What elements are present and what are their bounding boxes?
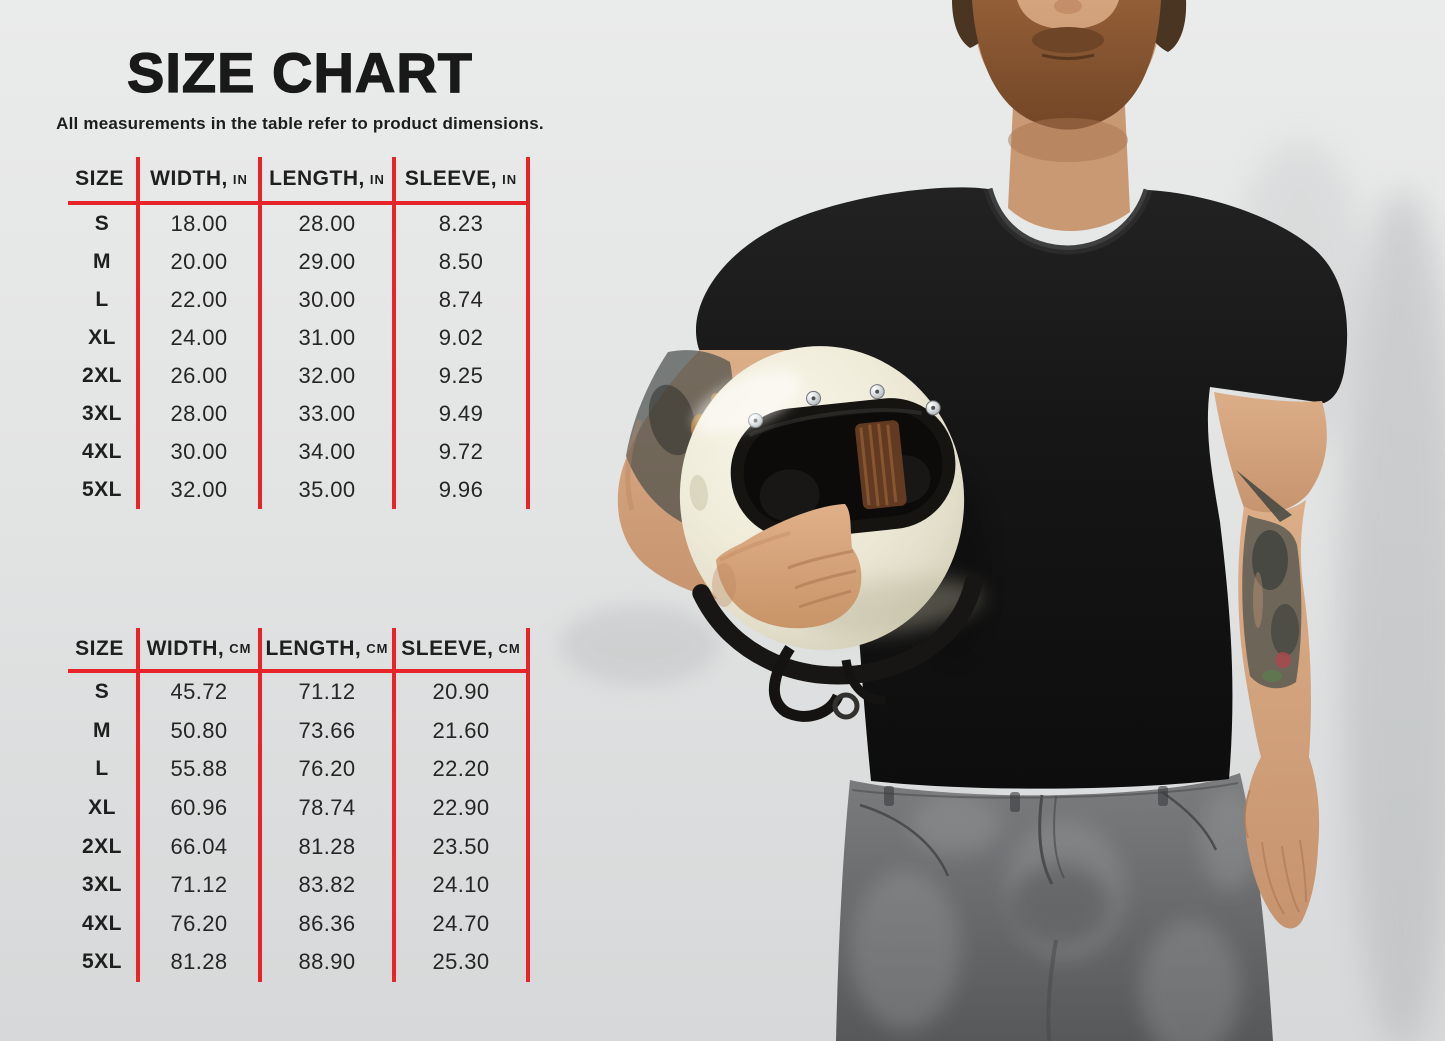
value-cell: 45.72 <box>140 673 262 712</box>
value-cell: 31.00 <box>262 319 396 357</box>
value-cell: 24.00 <box>140 319 262 357</box>
value-cell: 9.49 <box>396 395 530 433</box>
size-cell: L <box>68 281 140 319</box>
column-header: LENGTH, IN <box>262 157 396 205</box>
value-cell: 20.00 <box>140 243 262 281</box>
page-title: SIZE CHART <box>126 40 473 104</box>
beard <box>972 0 1161 130</box>
value-cell: 55.88 <box>140 750 262 789</box>
value-cell: 76.20 <box>140 904 262 944</box>
value-cell: 25.30 <box>396 943 530 982</box>
value-cell: 60.96 <box>140 788 262 828</box>
size-cell: 3XL <box>68 395 140 433</box>
helmet-strap <box>768 645 887 722</box>
size-cell: 4XL <box>68 904 140 944</box>
value-cell: 33.00 <box>262 395 396 433</box>
value-cell: 21.60 <box>396 711 530 751</box>
jeans <box>836 773 1273 1041</box>
size-chart-panel: SIZE CHART All measurements in the table… <box>40 0 560 1041</box>
value-cell: 83.82 <box>262 865 396 905</box>
size-cell: S <box>68 205 140 243</box>
size-cell: M <box>68 711 140 751</box>
size-cell: 2XL <box>68 827 140 866</box>
size-cell: XL <box>68 319 140 357</box>
value-cell: 71.12 <box>140 865 262 905</box>
value-cell: 22.20 <box>396 750 530 789</box>
head <box>952 0 1187 232</box>
value-cell: 81.28 <box>140 943 262 982</box>
size-cell: XL <box>68 788 140 828</box>
value-cell: 50.80 <box>140 711 262 751</box>
size-table-inches: SIZE WIDTH, IN LENGTH, IN SLEEVE, IN S 18.0… <box>68 157 530 509</box>
size-cell: 5XL <box>68 471 140 509</box>
man-figure <box>617 0 1348 1041</box>
size-cell: L <box>68 750 140 789</box>
value-cell: 26.00 <box>140 357 262 395</box>
value-cell: 88.90 <box>262 943 396 982</box>
value-cell: 86.36 <box>262 904 396 944</box>
column-header: WIDTH, CM <box>140 628 262 673</box>
size-cell: 4XL <box>68 433 140 471</box>
value-cell: 9.25 <box>396 357 530 395</box>
size-cell: M <box>68 243 140 281</box>
right-arm <box>1214 392 1327 929</box>
value-cell: 28.00 <box>140 395 262 433</box>
column-header: SIZE <box>68 628 140 673</box>
value-cell: 28.00 <box>262 205 396 243</box>
column-header: SLEEVE, CM <box>396 628 530 673</box>
size-cell: 3XL <box>68 865 140 905</box>
column-header: LENGTH, CM <box>262 628 396 673</box>
value-cell: 32.00 <box>262 357 396 395</box>
value-cell: 8.23 <box>396 205 530 243</box>
value-cell: 9.02 <box>396 319 530 357</box>
value-cell: 32.00 <box>140 471 262 509</box>
value-cell: 34.00 <box>262 433 396 471</box>
gripping-hand <box>712 504 862 629</box>
size-cell: S <box>68 673 140 712</box>
size-table-cm: SIZE WIDTH, CM LENGTH, CM SLEEVE, CM S 45.7… <box>68 628 530 982</box>
value-cell: 8.50 <box>396 243 530 281</box>
size-cell: 5XL <box>68 943 140 982</box>
value-cell: 22.90 <box>396 788 530 828</box>
value-cell: 23.50 <box>396 827 530 866</box>
value-cell: 9.72 <box>396 433 530 471</box>
column-header: SLEEVE, IN <box>396 157 530 205</box>
value-cell: 20.90 <box>396 673 530 712</box>
value-cell: 24.10 <box>396 865 530 905</box>
value-cell: 29.00 <box>262 243 396 281</box>
size-cell: 2XL <box>68 357 140 395</box>
column-header: SIZE <box>68 157 140 205</box>
value-cell: 9.96 <box>396 471 530 509</box>
value-cell: 71.12 <box>262 673 396 712</box>
value-cell: 30.00 <box>140 433 262 471</box>
value-cell: 8.74 <box>396 281 530 319</box>
value-cell: 24.70 <box>396 904 530 944</box>
value-cell: 73.66 <box>262 711 396 751</box>
page-subtitle: All measurements in the table refer to p… <box>56 114 544 133</box>
value-cell: 81.28 <box>262 827 396 866</box>
value-cell: 22.00 <box>140 281 262 319</box>
value-cell: 78.74 <box>262 788 396 828</box>
value-cell: 30.00 <box>262 281 396 319</box>
value-cell: 35.00 <box>262 471 396 509</box>
column-header: WIDTH, IN <box>140 157 262 205</box>
value-cell: 18.00 <box>140 205 262 243</box>
value-cell: 66.04 <box>140 827 262 866</box>
value-cell: 76.20 <box>262 750 396 789</box>
